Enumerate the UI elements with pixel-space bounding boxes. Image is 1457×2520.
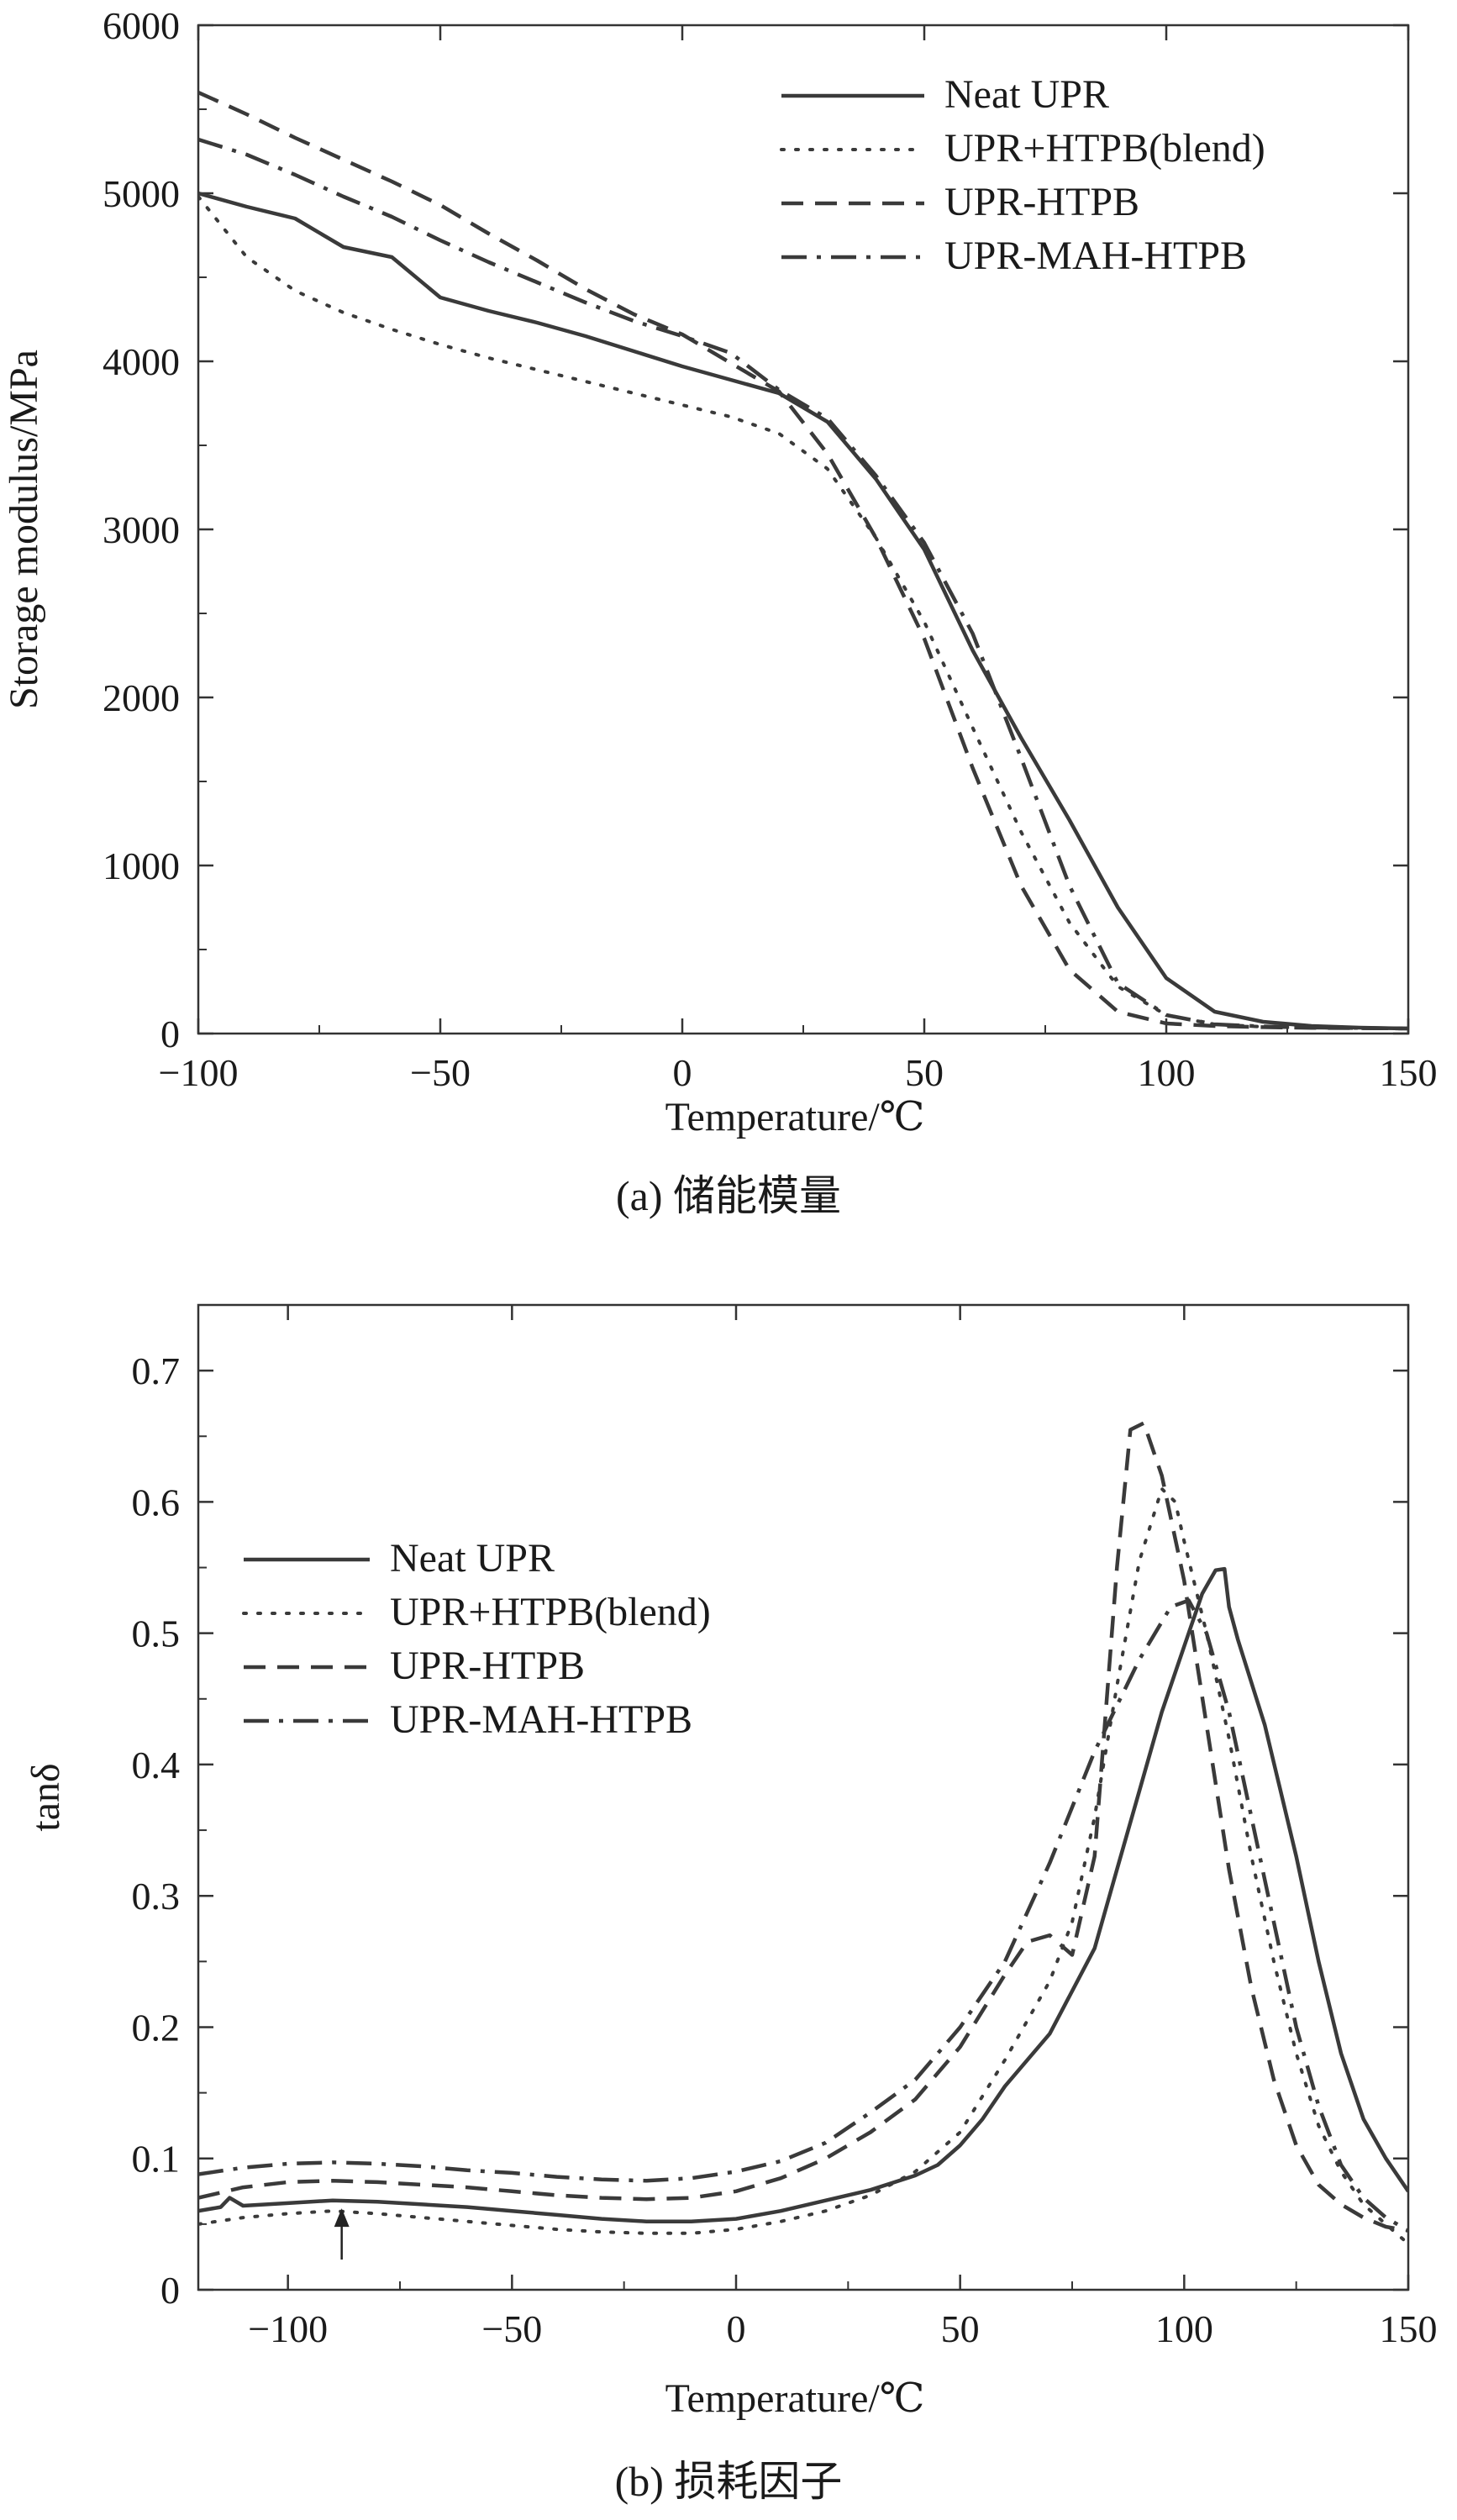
x-tick-label: 150 [1380, 2307, 1438, 2350]
legend-label: UPR+HTPB(blend) [390, 1590, 711, 1634]
series-line-neat-upr [198, 191, 1408, 1031]
plot-frame [197, 1303, 1410, 2291]
legend-label: Neat UPR [390, 1536, 555, 1581]
legend-label: Neat UPR [944, 72, 1109, 117]
legend: Neat UPR UPR+HTPB(blend) UPR-HTPB UPR-MAH-H… [780, 72, 1265, 278]
series-line-upr-htpb [198, 90, 1408, 1031]
y-tick-label: 0.7 [132, 1349, 181, 1392]
x-tick-label: 100 [1155, 2307, 1213, 2350]
x-tick-label: −100 [159, 1051, 239, 1094]
x-tick-label: 0 [727, 2307, 746, 2350]
plot-frame [197, 24, 1410, 1035]
y-tick-label: 0.1 [132, 2138, 181, 2181]
x-tick-label: 150 [1380, 1051, 1438, 1094]
series-line-neat-upr [198, 1566, 1408, 2223]
y-tick-label: 0 [160, 1013, 180, 1055]
x-tick-label: 50 [941, 2307, 980, 2350]
y-axis-title: Storage modulus/MPa [2, 350, 46, 709]
y-axis-title: tanδ [24, 1763, 68, 1831]
y-tick-label: 0.4 [132, 1744, 181, 1786]
y-tick-label: 0.5 [132, 1612, 181, 1655]
annotation-arrow-head [334, 2208, 350, 2228]
series-line-upr-htpb-blend- [198, 1486, 1408, 2246]
y-tick-label: 3000 [103, 508, 180, 551]
y-tick-label: 6000 [103, 4, 180, 47]
legend-label: UPR+HTPB(blend) [944, 126, 1265, 171]
y-tick-label: 0.2 [132, 2006, 181, 2049]
legend-label: UPR-HTPB [390, 1644, 585, 1688]
x-tick-label: 100 [1138, 1051, 1196, 1094]
series-line-upr-mah-htpb [198, 1598, 1408, 2233]
figure-caption: (a) 储能模量 [616, 1172, 841, 1219]
y-tick-label: 0 [160, 2269, 180, 2312]
legend-label: UPR-MAH-HTPB [390, 1697, 692, 1742]
y-tick-label: 2000 [103, 676, 180, 719]
y-tick-label: 0.3 [132, 1875, 181, 1918]
y-tick-label: 5000 [103, 172, 180, 215]
x-axis-title: Temperature/℃ [665, 1095, 925, 1139]
legend-label: UPR-HTPB [944, 180, 1139, 224]
panel-loss-factor: −100 −50 0 50 100 150 0 0.1 0.2 0.3 0.4 0.5 0.6 0.7 Te… [24, 1303, 1438, 2505]
figure-caption: (b) 损耗因子 [615, 2458, 843, 2505]
panel-storage-modulus: −100 −50 0 50 100 150 0 1000 2000 3000 4000 5000 600… [2, 4, 1438, 1219]
x-tick-label: 0 [673, 1051, 692, 1094]
y-tick-label: 1000 [103, 844, 180, 887]
y-tick-label: 0.6 [132, 1481, 181, 1523]
x-tick-label: 50 [905, 1051, 944, 1094]
legend-label: UPR-MAH-HTPB [944, 234, 1247, 278]
x-tick-label: −50 [481, 2307, 542, 2350]
x-axis-title: Temperature/℃ [665, 2376, 925, 2421]
x-tick-label: −100 [248, 2307, 328, 2350]
y-tick-label: 4000 [103, 340, 180, 383]
x-tick-label: −50 [410, 1051, 471, 1094]
legend: Neat UPR UPR+HTPB(blend) UPR-HTPB UPR-MAH-H… [242, 1536, 711, 1742]
series-line-upr-htpb [198, 1421, 1408, 2233]
series-line-upr-mah-htpb [198, 137, 1408, 1031]
series-line-upr-htpb-blend- [198, 195, 1408, 1030]
